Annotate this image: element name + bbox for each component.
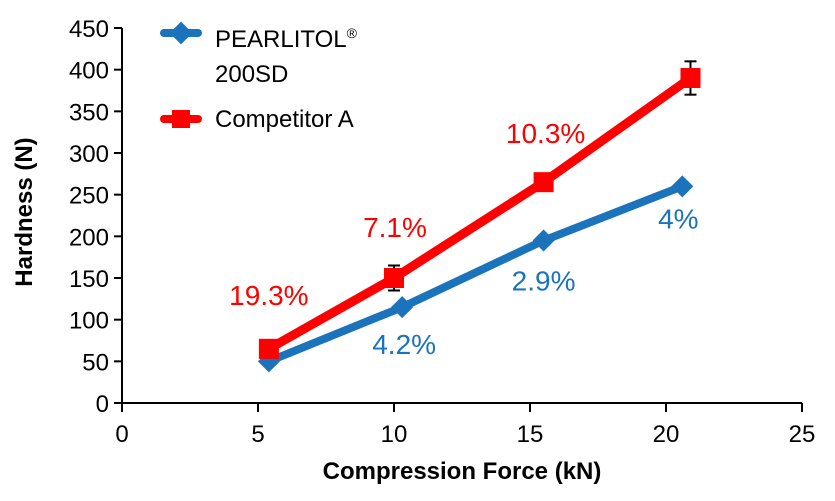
x-tick-label: 5 <box>251 421 264 448</box>
registered-trademark-icon: ® <box>346 25 357 41</box>
x-tick-label: 25 <box>789 421 816 448</box>
competitor-legend-marker <box>160 102 202 136</box>
series-line-square <box>266 74 694 353</box>
data-point-square <box>533 172 554 193</box>
x-tick-label: 20 <box>653 421 680 448</box>
y-tick-label: 400 <box>69 58 109 85</box>
data-point-diamond <box>532 229 555 252</box>
pearlitol-legend-label: PEARLITOL® 200SD <box>215 16 357 92</box>
legend-item-competitor-a: Competitor A <box>160 102 357 137</box>
data-label: 10.3% <box>506 118 585 149</box>
y-tick-label: 0 <box>96 391 109 418</box>
data-point-square <box>680 68 701 88</box>
x-tick-label: 10 <box>381 421 408 448</box>
x-tick-label: 15 <box>517 421 544 448</box>
data-label: 7.1% <box>363 212 427 243</box>
data-point-square <box>384 268 404 288</box>
y-tick-label: 150 <box>69 266 109 293</box>
legend-label-line1: PEARLITOL <box>215 26 347 53</box>
y-tick-label: 50 <box>82 349 109 376</box>
legend-label-line2: 200SD <box>215 61 289 88</box>
y-axis-title: Hardness (N) <box>11 137 38 287</box>
y-tick-label: 100 <box>69 308 109 335</box>
data-label: 2.9% <box>512 266 576 297</box>
data-label: 19.3% <box>229 280 308 311</box>
data-label: 4% <box>658 203 698 234</box>
pearlitol-legend-marker <box>160 16 202 50</box>
legend-item-pearlitol-200sd: PEARLITOL® 200SD <box>160 16 357 92</box>
x-tick-label: 0 <box>115 421 128 448</box>
competitor-legend-label: Competitor A <box>215 106 354 133</box>
x-axis-title: Compression Force (kN) <box>322 458 602 485</box>
series-line-diamond <box>267 182 684 366</box>
y-tick-label: 450 <box>69 16 109 43</box>
y-tick-label: 250 <box>69 183 109 210</box>
data-point-diamond <box>671 175 694 198</box>
y-tick-label: 350 <box>69 99 109 126</box>
data-point-diamond <box>391 296 414 319</box>
y-tick-label: 300 <box>69 141 109 168</box>
diamond-marker-icon <box>169 21 193 45</box>
data-point-square <box>258 338 279 359</box>
data-label: 4.2% <box>372 329 436 360</box>
y-tick-label: 200 <box>69 224 109 251</box>
legend: PEARLITOL® 200SD Competitor A <box>160 16 357 137</box>
square-marker-icon <box>172 110 190 128</box>
